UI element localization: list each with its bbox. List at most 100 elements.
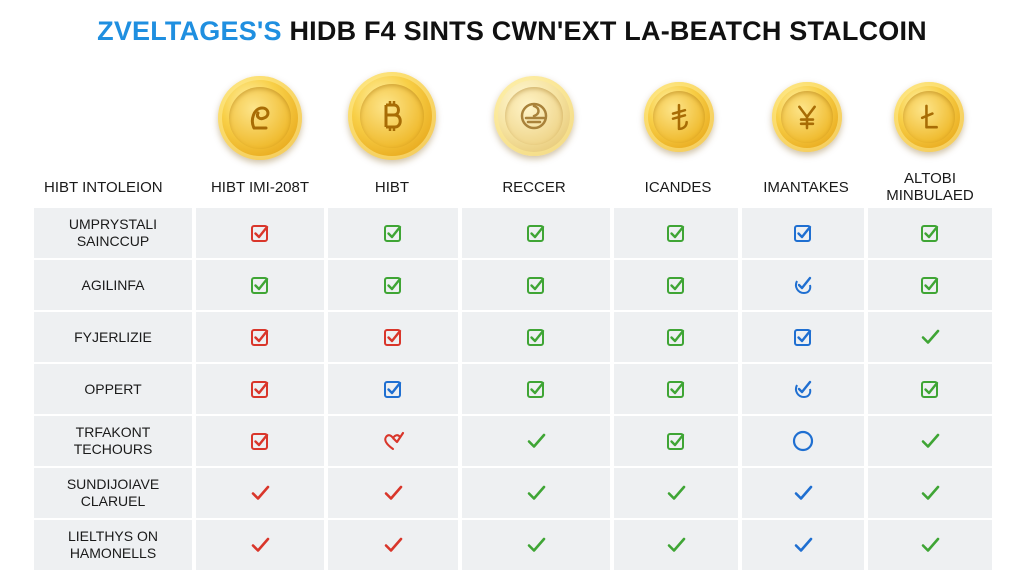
status-cell (868, 364, 992, 414)
check-red-icon (248, 533, 272, 557)
swirl-check-blue-icon (791, 377, 815, 401)
row-label: LIELTHYS ON HAMONELLS (34, 520, 192, 570)
status-cell (614, 416, 738, 466)
status-cell (868, 468, 992, 518)
l-glyph-icon (920, 104, 938, 129)
swirl-check-blue-icon (791, 273, 815, 297)
status-cell (614, 208, 738, 258)
status-cell (868, 416, 992, 466)
status-cell (196, 260, 324, 310)
status-cell (742, 364, 864, 414)
status-cell (462, 520, 610, 570)
status-cell (868, 260, 992, 310)
check-red-icon (248, 481, 272, 505)
table-row: OPPERT (34, 364, 992, 414)
box-check-green-icon (524, 377, 548, 401)
box-check-green-icon (381, 221, 405, 245)
coin-4-icon (644, 82, 714, 152)
check-green-icon (918, 481, 942, 505)
row-label: FYJERLIZIE (34, 312, 192, 362)
box-check-red-icon (248, 221, 272, 245)
status-cell (614, 520, 738, 570)
check-green-icon (918, 429, 942, 453)
check-green-icon (918, 325, 942, 349)
box-check-green-icon (918, 273, 942, 297)
box-check-red-icon (248, 377, 272, 401)
box-check-green-icon (664, 325, 688, 349)
check-red-icon (381, 481, 405, 505)
check-green-icon (664, 533, 688, 557)
column-header-label: HIBT INTOLEION (44, 178, 163, 196)
status-cell (328, 260, 458, 310)
check-green-icon (524, 429, 548, 453)
coin-6-icon (894, 82, 964, 152)
status-cell (868, 208, 992, 258)
column-header-2: HIBT (374, 178, 410, 196)
swirl-glyph-icon (520, 102, 548, 130)
box-check-red-icon (248, 325, 272, 349)
status-cell (742, 468, 864, 518)
row-label: UMPRYSTALI SAINCCUP (34, 208, 192, 258)
row-label: OPPERT (34, 364, 192, 414)
table-row: LIELTHYS ON HAMONELLS (34, 520, 992, 570)
table-row: SUNDIJOIAVE CLARUEL (34, 468, 992, 518)
coin-2-icon (348, 72, 436, 160)
column-header-1: HIBT IMI-208T (210, 178, 310, 196)
row-label: AGILINFA (34, 260, 192, 310)
status-cell (868, 520, 992, 570)
box-check-green-icon (664, 377, 688, 401)
box-check-green-icon (664, 429, 688, 453)
box-check-green-icon (248, 273, 272, 297)
status-cell (328, 364, 458, 414)
coin-3-icon (494, 76, 574, 156)
status-cell (462, 312, 610, 362)
status-cell (328, 416, 458, 466)
circle-blue-icon (791, 429, 815, 453)
box-check-green-icon (918, 221, 942, 245)
table-row: AGILINFA (34, 260, 992, 310)
status-cell (614, 364, 738, 414)
column-header-5: IMANTAKES (763, 178, 849, 196)
status-cell (328, 312, 458, 362)
title-accent: ZVELTAGES'S (97, 16, 282, 46)
box-check-green-icon (918, 377, 942, 401)
box-check-red-icon (248, 429, 272, 453)
column-header-6: ALTOBI MINBULAED (886, 170, 974, 204)
status-cell (742, 520, 864, 570)
page-title: ZVELTAGES'S HIDB F4 SINTS CWN'EXT LA-BEA… (0, 16, 1024, 56)
check-green-icon (524, 481, 548, 505)
lira-glyph-icon (671, 103, 688, 131)
table-row: UMPRYSTALI SAINCCUP (34, 208, 992, 258)
status-cell (328, 520, 458, 570)
box-check-green-icon (664, 221, 688, 245)
p-glyph-icon (250, 106, 270, 130)
box-check-blue-icon (791, 221, 815, 245)
check-green-icon (664, 481, 688, 505)
status-cell (196, 208, 324, 258)
status-cell (196, 416, 324, 466)
column-header-4: ICANDES (644, 178, 712, 196)
heart-check-red-icon (381, 429, 405, 453)
check-blue-icon (791, 533, 815, 557)
status-cell (196, 312, 324, 362)
row-label: SUNDIJOIAVE CLARUEL (34, 468, 192, 518)
status-cell (462, 468, 610, 518)
box-check-green-icon (524, 221, 548, 245)
status-cell (614, 260, 738, 310)
box-check-green-icon (524, 273, 548, 297)
status-cell (614, 468, 738, 518)
check-red-icon (381, 533, 405, 557)
status-cell (742, 312, 864, 362)
check-green-icon (524, 533, 548, 557)
status-cell (462, 364, 610, 414)
status-cell (462, 416, 610, 466)
yen-glyph-icon (798, 105, 816, 130)
status-cell (462, 260, 610, 310)
coin-row (0, 72, 1024, 162)
box-check-green-icon (381, 273, 405, 297)
status-cell (328, 468, 458, 518)
table-row: FYJERLIZIE (34, 312, 992, 362)
status-cell (868, 312, 992, 362)
status-cell (196, 520, 324, 570)
box-check-blue-icon (791, 325, 815, 349)
